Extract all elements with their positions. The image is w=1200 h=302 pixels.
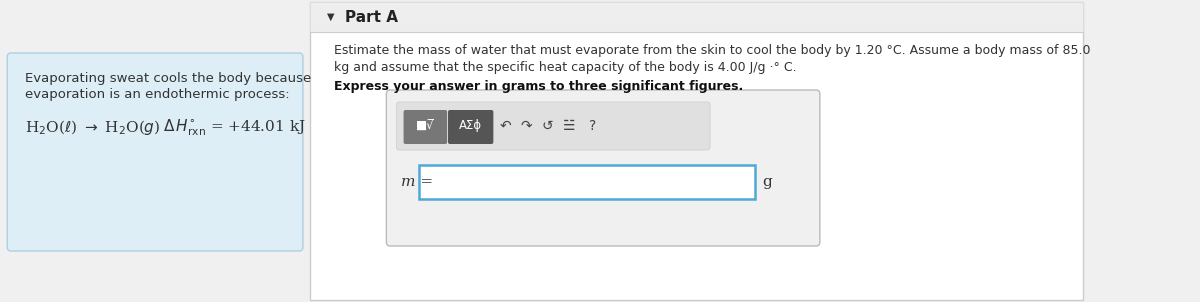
Text: ?: ? [588, 119, 596, 133]
Text: ↷: ↷ [520, 119, 532, 133]
Text: H$_2$O($\ell$) $\rightarrow$ H$_2$O($g$): H$_2$O($\ell$) $\rightarrow$ H$_2$O($g$) [25, 118, 161, 137]
Text: evaporation is an endothermic process:: evaporation is an endothermic process: [25, 88, 290, 101]
FancyBboxPatch shape [448, 110, 493, 144]
Text: ↶: ↶ [499, 119, 511, 133]
Text: ■√̅: ■√̅ [416, 120, 434, 133]
Text: $\Delta\,H^{\circ}_{\mathrm{rxn}}$ = +44.01 kJ: $\Delta\,H^{\circ}_{\mathrm{rxn}}$ = +44… [163, 118, 306, 139]
Text: Evaporating sweat cools the body because: Evaporating sweat cools the body because [25, 72, 312, 85]
Bar [310, 2, 1082, 300]
Text: Express your answer in grams to three significant figures.: Express your answer in grams to three si… [334, 80, 743, 93]
FancyBboxPatch shape [396, 102, 710, 150]
Text: ▼: ▼ [326, 12, 334, 22]
FancyBboxPatch shape [386, 90, 820, 246]
Text: Part A: Part A [344, 9, 397, 24]
Text: ☱: ☱ [563, 119, 575, 133]
Text: ↺: ↺ [541, 119, 553, 133]
FancyBboxPatch shape [7, 53, 302, 251]
Text: g: g [762, 175, 772, 189]
Text: kg and assume that the specific heat capacity of the body is 4.00 J/g ·° C.: kg and assume that the specific heat cap… [334, 61, 797, 74]
FancyBboxPatch shape [403, 110, 448, 144]
Bar [419, 165, 755, 199]
Text: m =: m = [401, 175, 433, 189]
Text: AΣϕ: AΣϕ [460, 120, 482, 133]
Bar [310, 2, 1082, 32]
Text: Estimate the mass of water that must evaporate from the skin to cool the body by: Estimate the mass of water that must eva… [334, 44, 1091, 57]
